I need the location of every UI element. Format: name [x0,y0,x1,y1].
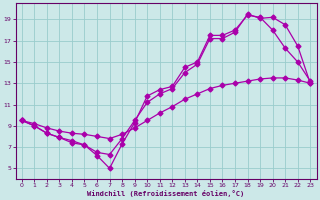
X-axis label: Windchill (Refroidissement éolien,°C): Windchill (Refroidissement éolien,°C) [87,190,245,197]
